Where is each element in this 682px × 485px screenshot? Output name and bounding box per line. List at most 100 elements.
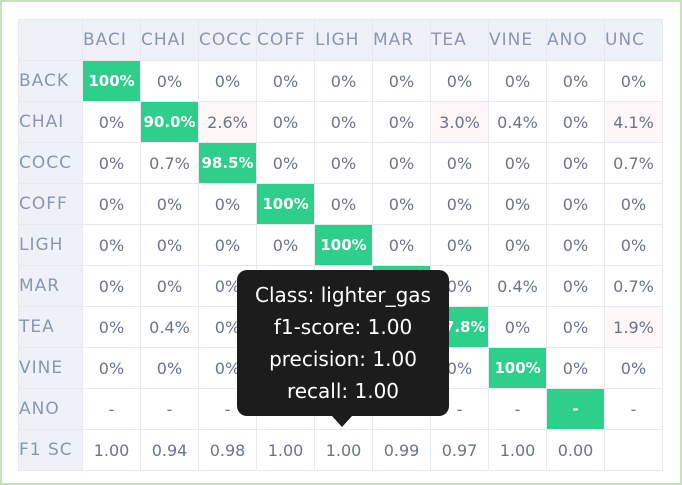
matrix-cell[interactable]: 0% [372, 224, 431, 266]
matrix-cell[interactable]: 0% [488, 224, 547, 266]
matrix-cell[interactable]: 0% [604, 224, 663, 266]
row-header[interactable]: COCC [18, 142, 83, 184]
matrix-cell[interactable]: 98.5% [198, 142, 257, 184]
matrix-cell[interactable]: 0% [546, 142, 605, 184]
matrix-cell[interactable]: 0% [372, 101, 431, 143]
matrix-cell[interactable]: 0% [256, 224, 315, 266]
row-header[interactable]: LIGH [18, 224, 83, 266]
matrix-cell[interactable]: - [546, 388, 605, 430]
f1-score-cell[interactable]: 0.00 [546, 429, 605, 471]
column-header[interactable]: LIGH [314, 19, 373, 61]
matrix-cell[interactable]: 0% [140, 265, 199, 307]
matrix-cell[interactable]: 0% [140, 347, 199, 389]
matrix-cell[interactable]: 0.4% [488, 265, 547, 307]
row-header[interactable]: ANO [18, 388, 83, 430]
matrix-cell[interactable]: 0% [82, 306, 141, 348]
matrix-cell[interactable]: 0% [314, 142, 373, 184]
column-header[interactable]: VINE [488, 19, 547, 61]
column-header[interactable]: ANO [546, 19, 605, 61]
matrix-cell[interactable]: 0.7% [604, 142, 663, 184]
row-header[interactable]: BACK [18, 60, 83, 102]
matrix-cell[interactable]: 0% [488, 60, 547, 102]
matrix-cell[interactable]: - [488, 388, 547, 430]
matrix-cell[interactable]: 0% [604, 347, 663, 389]
matrix-cell[interactable]: 0% [546, 265, 605, 307]
column-header[interactable]: BACI [82, 19, 141, 61]
matrix-cell[interactable]: - [604, 388, 663, 430]
row-header[interactable]: TEA [18, 306, 83, 348]
matrix-cell[interactable]: 100% [82, 60, 141, 102]
matrix-cell[interactable]: 0% [546, 183, 605, 225]
f1-score-cell[interactable]: 1.00 [488, 429, 547, 471]
matrix-cell[interactable]: 1.9% [604, 306, 663, 348]
row-header[interactable]: F1 SC [18, 429, 83, 471]
f1-score-cell[interactable] [604, 429, 663, 471]
matrix-cell[interactable]: 3.0% [430, 101, 489, 143]
matrix-cell[interactable]: 0% [430, 142, 489, 184]
matrix-cell[interactable]: 0.7% [140, 142, 199, 184]
matrix-cell[interactable]: 0% [82, 265, 141, 307]
matrix-cell[interactable]: 0% [198, 183, 257, 225]
matrix-cell[interactable]: 0% [546, 224, 605, 266]
matrix-cell[interactable]: 0% [140, 60, 199, 102]
matrix-cell[interactable]: 100% [314, 224, 373, 266]
matrix-cell[interactable]: 0% [314, 60, 373, 102]
matrix-cell[interactable]: 0% [82, 142, 141, 184]
matrix-cell[interactable]: 0% [256, 60, 315, 102]
matrix-cell[interactable]: 0% [314, 183, 373, 225]
matrix-cell[interactable]: 0.4% [140, 306, 199, 348]
matrix-cell[interactable]: 0% [430, 224, 489, 266]
matrix-cell[interactable]: 0% [314, 101, 373, 143]
f1-score-cell[interactable]: 0.97 [430, 429, 489, 471]
matrix-cell[interactable]: 0% [372, 142, 431, 184]
matrix-cell[interactable]: 0% [140, 183, 199, 225]
column-header[interactable]: TEA [430, 19, 489, 61]
matrix-cell[interactable]: 0% [604, 183, 663, 225]
matrix-cell[interactable]: 0% [198, 224, 257, 266]
matrix-cell[interactable]: - [82, 388, 141, 430]
matrix-cell[interactable]: 0% [256, 101, 315, 143]
matrix-cell[interactable]: 0% [488, 306, 547, 348]
f1-score-cell[interactable]: 0.94 [140, 429, 199, 471]
matrix-cell[interactable]: 100% [256, 183, 315, 225]
matrix-cell[interactable]: 0% [372, 183, 431, 225]
matrix-cell[interactable]: 0% [82, 183, 141, 225]
column-header[interactable]: COCC [198, 19, 257, 61]
matrix-cell[interactable]: 4.1% [604, 101, 663, 143]
matrix-cell[interactable]: 0% [198, 60, 257, 102]
matrix-cell[interactable]: 0% [546, 101, 605, 143]
matrix-cell[interactable]: 100% [488, 347, 547, 389]
matrix-cell[interactable]: 90.0% [140, 101, 199, 143]
row-header[interactable]: MAR [18, 265, 83, 307]
row-header[interactable]: VINE [18, 347, 83, 389]
matrix-cell[interactable]: 0% [430, 60, 489, 102]
f1-score-cell[interactable]: 0.99 [372, 429, 431, 471]
column-header[interactable]: COFF [256, 19, 315, 61]
f1-score-cell[interactable]: 1.00 [256, 429, 315, 471]
matrix-cell[interactable]: 0% [546, 347, 605, 389]
matrix-cell[interactable]: 0% [430, 183, 489, 225]
matrix-cell[interactable]: 0% [488, 183, 547, 225]
matrix-cell[interactable]: 0.4% [488, 101, 547, 143]
column-header[interactable]: CHAI [140, 19, 199, 61]
matrix-cell[interactable]: 0% [604, 60, 663, 102]
column-header[interactable]: MAR [372, 19, 431, 61]
matrix-cell[interactable]: 0% [488, 142, 547, 184]
matrix-cell[interactable]: 0% [198, 347, 257, 389]
matrix-cell[interactable]: 0% [82, 347, 141, 389]
matrix-cell[interactable]: 0% [140, 224, 199, 266]
matrix-cell[interactable]: 0% [256, 142, 315, 184]
column-header[interactable]: UNC [604, 19, 663, 61]
f1-score-cell[interactable]: 1.00 [314, 429, 373, 471]
matrix-cell[interactable]: 0% [546, 306, 605, 348]
matrix-cell[interactable]: 0.7% [604, 265, 663, 307]
f1-score-cell[interactable]: 0.98 [198, 429, 257, 471]
matrix-cell[interactable]: 0% [546, 60, 605, 102]
matrix-cell[interactable]: 0% [372, 60, 431, 102]
row-header[interactable]: COFF [18, 183, 83, 225]
matrix-cell[interactable]: 0% [82, 101, 141, 143]
matrix-cell[interactable]: - [140, 388, 199, 430]
f1-score-cell[interactable]: 1.00 [82, 429, 141, 471]
matrix-cell[interactable]: 2.6% [198, 101, 257, 143]
row-header[interactable]: CHAI [18, 101, 83, 143]
